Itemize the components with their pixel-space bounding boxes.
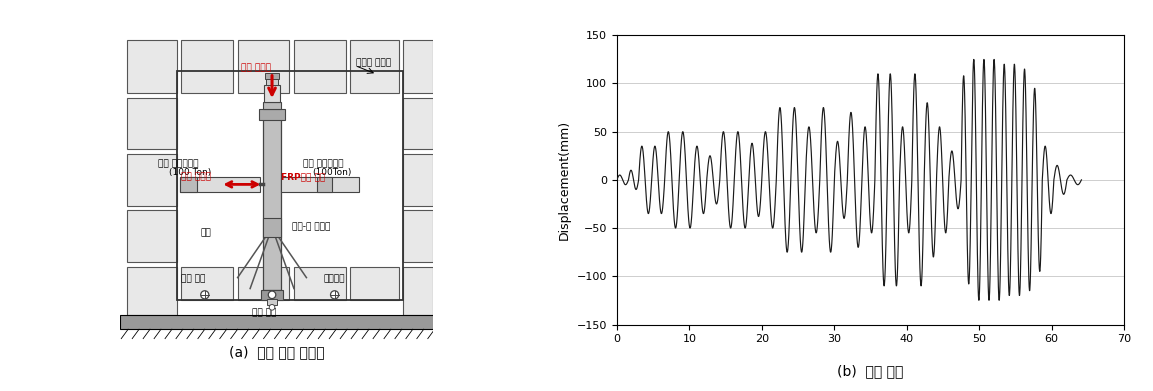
Bar — [294, 267, 346, 300]
Bar — [263, 218, 281, 237]
Bar — [127, 210, 176, 262]
Text: (a)  실험 장치 모식도: (a) 실험 장치 모식도 — [229, 345, 324, 359]
Text: (100Ton): (100Ton) — [312, 168, 352, 177]
Bar — [127, 267, 176, 315]
Text: 반복 횡하중: 반복 횡하중 — [181, 173, 211, 182]
Bar — [127, 154, 176, 206]
Bar — [180, 177, 259, 192]
Bar — [404, 210, 434, 262]
Text: FRP시트 보강: FRP시트 보강 — [281, 173, 325, 182]
Bar — [181, 40, 233, 93]
Text: 고정지점: 고정지점 — [324, 274, 345, 283]
Bar — [261, 290, 282, 300]
Text: 기둥-보 시험체: 기둥-보 시험체 — [293, 222, 331, 231]
Bar — [404, 154, 434, 206]
Bar — [127, 40, 176, 93]
Text: 정적 액츄에이터: 정적 액츄에이터 — [303, 160, 344, 169]
Bar — [281, 177, 359, 192]
Bar — [264, 84, 280, 102]
Bar — [259, 109, 285, 120]
Bar — [266, 78, 278, 85]
Circle shape — [269, 305, 274, 310]
Text: 일장 축하중: 일장 축하중 — [241, 63, 271, 73]
Bar — [404, 98, 434, 149]
Circle shape — [201, 291, 209, 299]
Bar — [181, 267, 233, 300]
Text: 가세: 가세 — [201, 228, 211, 237]
Bar — [267, 299, 277, 305]
Bar — [238, 267, 289, 300]
Text: 강구조 프레임: 강구조 프레임 — [356, 58, 392, 67]
Bar — [351, 267, 399, 300]
Bar — [263, 102, 281, 109]
Bar — [127, 98, 176, 149]
Text: 동적 액츄에이터: 동적 액츄에이터 — [158, 160, 198, 169]
Bar — [351, 40, 399, 93]
Circle shape — [331, 291, 339, 299]
Bar — [120, 315, 436, 329]
Bar — [265, 74, 279, 79]
Circle shape — [269, 291, 276, 299]
Bar — [263, 117, 281, 290]
Bar — [294, 40, 346, 93]
Bar — [178, 71, 404, 300]
Text: 고정 지점: 고정 지점 — [181, 274, 205, 283]
Text: (b)  가력 패턴: (b) 가력 패턴 — [837, 364, 904, 378]
Bar — [317, 177, 332, 192]
Bar — [180, 177, 197, 192]
Y-axis label: Displacement(mm): Displacement(mm) — [558, 120, 571, 240]
Bar — [404, 267, 434, 315]
Text: 현지 지점: 현지 지점 — [251, 309, 276, 318]
Bar — [404, 40, 434, 93]
Text: (100 Ton): (100 Ton) — [168, 168, 211, 177]
Bar — [238, 40, 289, 93]
